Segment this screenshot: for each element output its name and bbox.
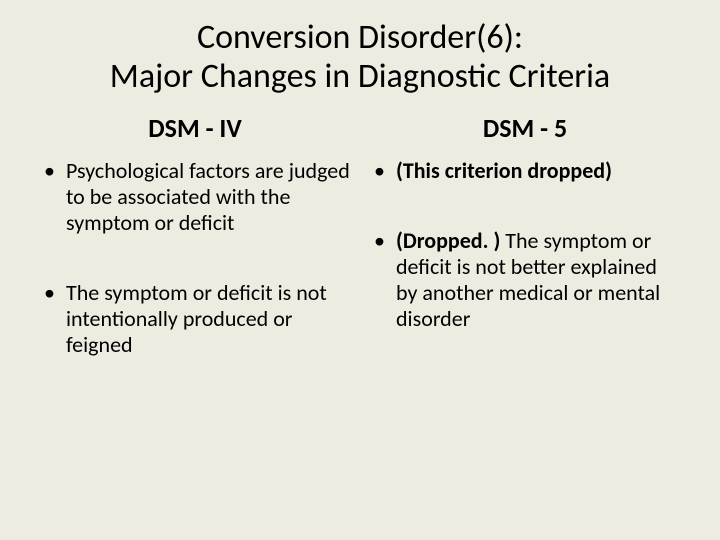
two-column-layout: DSM - IV Psychological factors are judge… <box>30 112 690 402</box>
slide-container: Conversion Disorder(6): Major Changes in… <box>0 0 720 540</box>
bullet-text: Psychological factors are judged to be a… <box>66 157 350 236</box>
title-line-2: Major Changes in Diagnostic Criteria <box>110 56 610 97</box>
bullet-prefix: (Dropped. ) <box>396 227 505 254</box>
left-bullet-list: Psychological factors are judged to be a… <box>38 158 352 358</box>
list-item: (This criterion dropped) <box>368 158 682 184</box>
left-column: DSM - IV Psychological factors are judge… <box>30 112 360 402</box>
right-column-header: DSM - 5 <box>368 112 682 144</box>
list-item: The symptom or deficit is not intentiona… <box>38 280 352 358</box>
list-item: (Dropped. ) The symptom or deficit is no… <box>368 228 682 332</box>
left-column-header: DSM - IV <box>38 112 352 144</box>
bullet-text: The symptom or deficit is not intentiona… <box>66 279 327 358</box>
bullet-text: (This criterion dropped) <box>396 157 612 184</box>
slide-title: Conversion Disorder(6): Major Changes in… <box>30 18 690 96</box>
list-item: Psychological factors are judged to be a… <box>38 158 352 236</box>
right-bullet-list: (This criterion dropped) (Dropped. ) The… <box>368 158 682 332</box>
title-line-1: Conversion Disorder(6): <box>197 17 523 58</box>
right-column: DSM - 5 (This criterion dropped) (Droppe… <box>360 112 690 402</box>
